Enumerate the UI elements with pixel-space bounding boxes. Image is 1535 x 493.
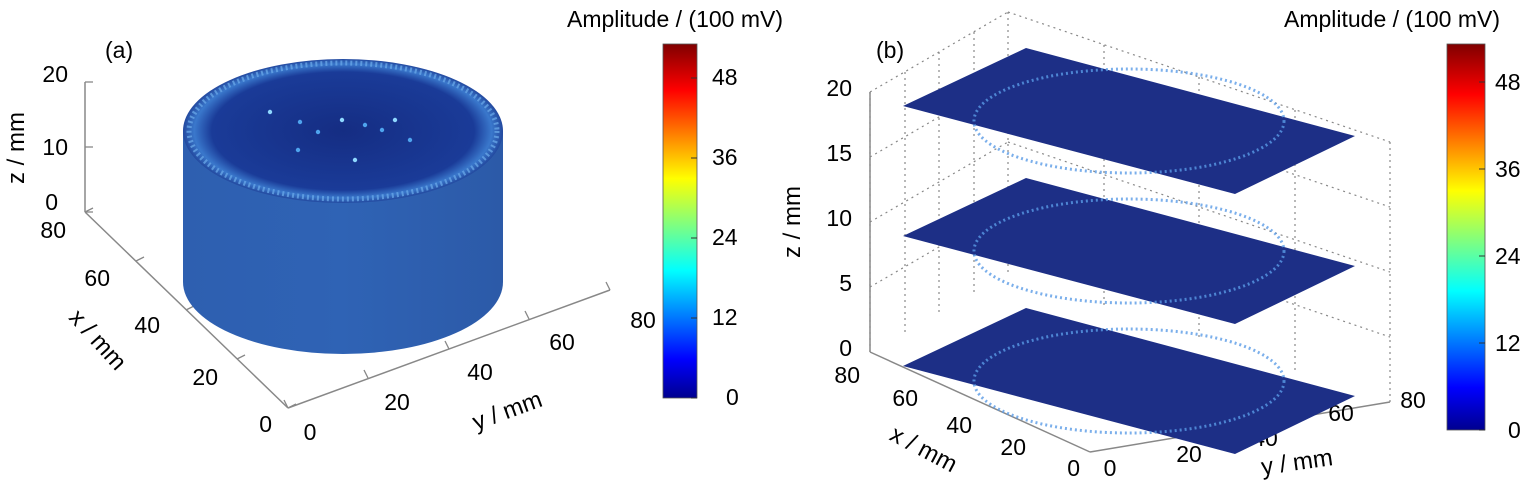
panel-a-cb-tick-label-1: 12 — [712, 304, 738, 330]
panel-a-y-tick-label-0: 0 — [304, 419, 317, 445]
panel-b-x-tick-label-1: 20 — [1000, 434, 1026, 460]
slice-plane-2 — [903, 48, 1355, 194]
panel-b-z-tick-label-0: 0 — [839, 335, 852, 361]
panel-b-cb-tick-label-3: 36 — [1495, 156, 1521, 182]
speckle — [315, 129, 321, 135]
panel-a-y-tick-4 — [605, 281, 611, 291]
cylinder-volume — [183, 59, 503, 354]
panel-b-y-tick-label-0: 0 — [1104, 455, 1117, 481]
panel-a-x-tick-4 — [84, 207, 94, 213]
panel-a-z-tick-label-0: 0 — [45, 189, 58, 215]
speckle — [267, 109, 273, 115]
speckle — [392, 117, 398, 123]
cylinder-top-face — [183, 59, 503, 203]
speckle — [379, 127, 385, 133]
panel-a-z-axis-label: z / mm — [3, 112, 30, 184]
panel-a-colorbar-ticks: 0 12 24 36 48 — [691, 64, 739, 410]
panel-b-y-tick-label-4: 80 — [1400, 387, 1426, 413]
panel-a-y-axis-label: y / mm — [469, 386, 546, 436]
speckle — [295, 147, 301, 153]
panel-a-x-tick-1 — [236, 354, 246, 360]
panel-b-x-axis-line — [869, 351, 1091, 453]
panel-a-cb-tick-label-0: 0 — [726, 384, 739, 410]
panel-a-z-ticks: 0 10 20 — [42, 61, 93, 215]
panel-a-y-ticks: 0 20 40 60 80 — [283, 281, 656, 445]
panel-a-z-tick-label-2: 20 — [42, 61, 68, 87]
speckle — [362, 122, 368, 128]
panel-b-cb-tick-label-4: 48 — [1495, 69, 1521, 95]
panel-b-colorbar-title: Amplitude / (100 mV) — [1284, 6, 1500, 32]
speckle — [339, 117, 345, 123]
panel-b: (b) 0 5 10 — [779, 6, 1521, 481]
slice-ring-1 — [972, 197, 1286, 305]
panel-a-cb-tick-label-4: 48 — [712, 64, 738, 90]
panel-a-y-tick-label-3: 60 — [549, 329, 575, 355]
panel-a-colorbar — [662, 43, 698, 399]
panel-a-speckles — [267, 109, 413, 163]
panel-a-cb-tick-label-3: 36 — [712, 144, 738, 170]
panel-a-x-tick-label-2: 40 — [134, 312, 160, 338]
panel-b-y-ticks: 0 20 40 60 80 — [1104, 387, 1426, 481]
panel-a-x-tick-label-1: 20 — [192, 364, 218, 390]
panel-a-cb-tick-label-2: 24 — [712, 224, 738, 250]
panel-b-x-ticks: 0 20 40 60 80 — [834, 362, 1080, 481]
panel-b-z-tick-label-4: 20 — [826, 75, 852, 101]
panel-a-y-tick-1 — [363, 369, 369, 379]
slice-ring-0 — [972, 327, 1286, 435]
panel-a-x-ticks: 0 20 40 60 80 — [40, 207, 297, 437]
panel-b-cb-tick-label-0: 0 — [1508, 417, 1521, 443]
panel-a-colorbar-title: Amplitude / (100 mV) — [567, 6, 783, 32]
panel-b-x-tick-label-0: 0 — [1067, 455, 1080, 481]
panel-a-y-tick-0 — [283, 399, 289, 409]
speckle — [407, 137, 413, 143]
panel-b-z-tick-label-1: 5 — [839, 270, 852, 296]
cylinder-top-rim — [186, 60, 500, 202]
panel-a-x-tick-label-4: 80 — [40, 217, 66, 243]
panel-b-z-axis-label: z / mm — [779, 186, 806, 258]
slice-plane-0 — [903, 308, 1355, 454]
panel-a-x-tick-2 — [185, 305, 195, 311]
panel-a-x-tick-label-3: 60 — [84, 265, 110, 291]
speckle — [352, 157, 358, 163]
panel-b-x-tick-label-4: 80 — [834, 362, 860, 388]
panel-a-y-tick-label-1: 20 — [384, 389, 410, 415]
panel-a-x-tick-0 — [287, 403, 297, 409]
panel-a-x-tick-3 — [135, 256, 145, 262]
panel-b-cb-tick-label-2: 24 — [1495, 243, 1521, 269]
panel-a-y-tick-2 — [444, 340, 450, 350]
panel-b-grid-top-right — [1007, 11, 1391, 143]
panel-b-colorbar-ticks: 0 12 24 36 48 — [1479, 69, 1521, 443]
panel-a-x-axis-label: x / mm — [63, 304, 131, 376]
panel-b-colorbar — [1446, 43, 1486, 431]
panel-b-slices — [903, 48, 1355, 454]
panel-b-grid-z10-right — [1007, 141, 1391, 273]
panel-b-label: (b) — [876, 37, 904, 63]
panel-b-z-tick-label-3: 15 — [826, 140, 852, 166]
panel-b-z-ticks: 0 5 10 15 20 — [826, 75, 852, 361]
panel-b-x-tick-label-2: 40 — [946, 412, 972, 438]
panel-a-y-tick-label-2: 40 — [467, 359, 493, 385]
speckle — [297, 119, 303, 125]
panel-b-cb-tick-label-1: 12 — [1495, 330, 1521, 356]
panel-a-z-tick-label-1: 10 — [42, 134, 68, 160]
panel-b-grid-z10-left — [869, 141, 1009, 223]
panel-b-x-tick-label-3: 60 — [892, 385, 918, 411]
panel-a: (a) 0 10 20 z / mm 0 20 40 60 80 x — [3, 6, 783, 445]
slice-ring-2 — [972, 67, 1286, 175]
slice-plane-1 — [903, 178, 1355, 324]
panel-b-z-tick-label-2: 10 — [826, 205, 852, 231]
panel-a-y-tick-3 — [524, 310, 530, 320]
panel-a-x-tick-label-0: 0 — [259, 411, 272, 437]
panel-b-y-tick-label-1: 20 — [1176, 441, 1202, 467]
panel-a-label: (a) — [105, 37, 133, 63]
panel-a-y-tick-label-4: 80 — [630, 307, 656, 333]
